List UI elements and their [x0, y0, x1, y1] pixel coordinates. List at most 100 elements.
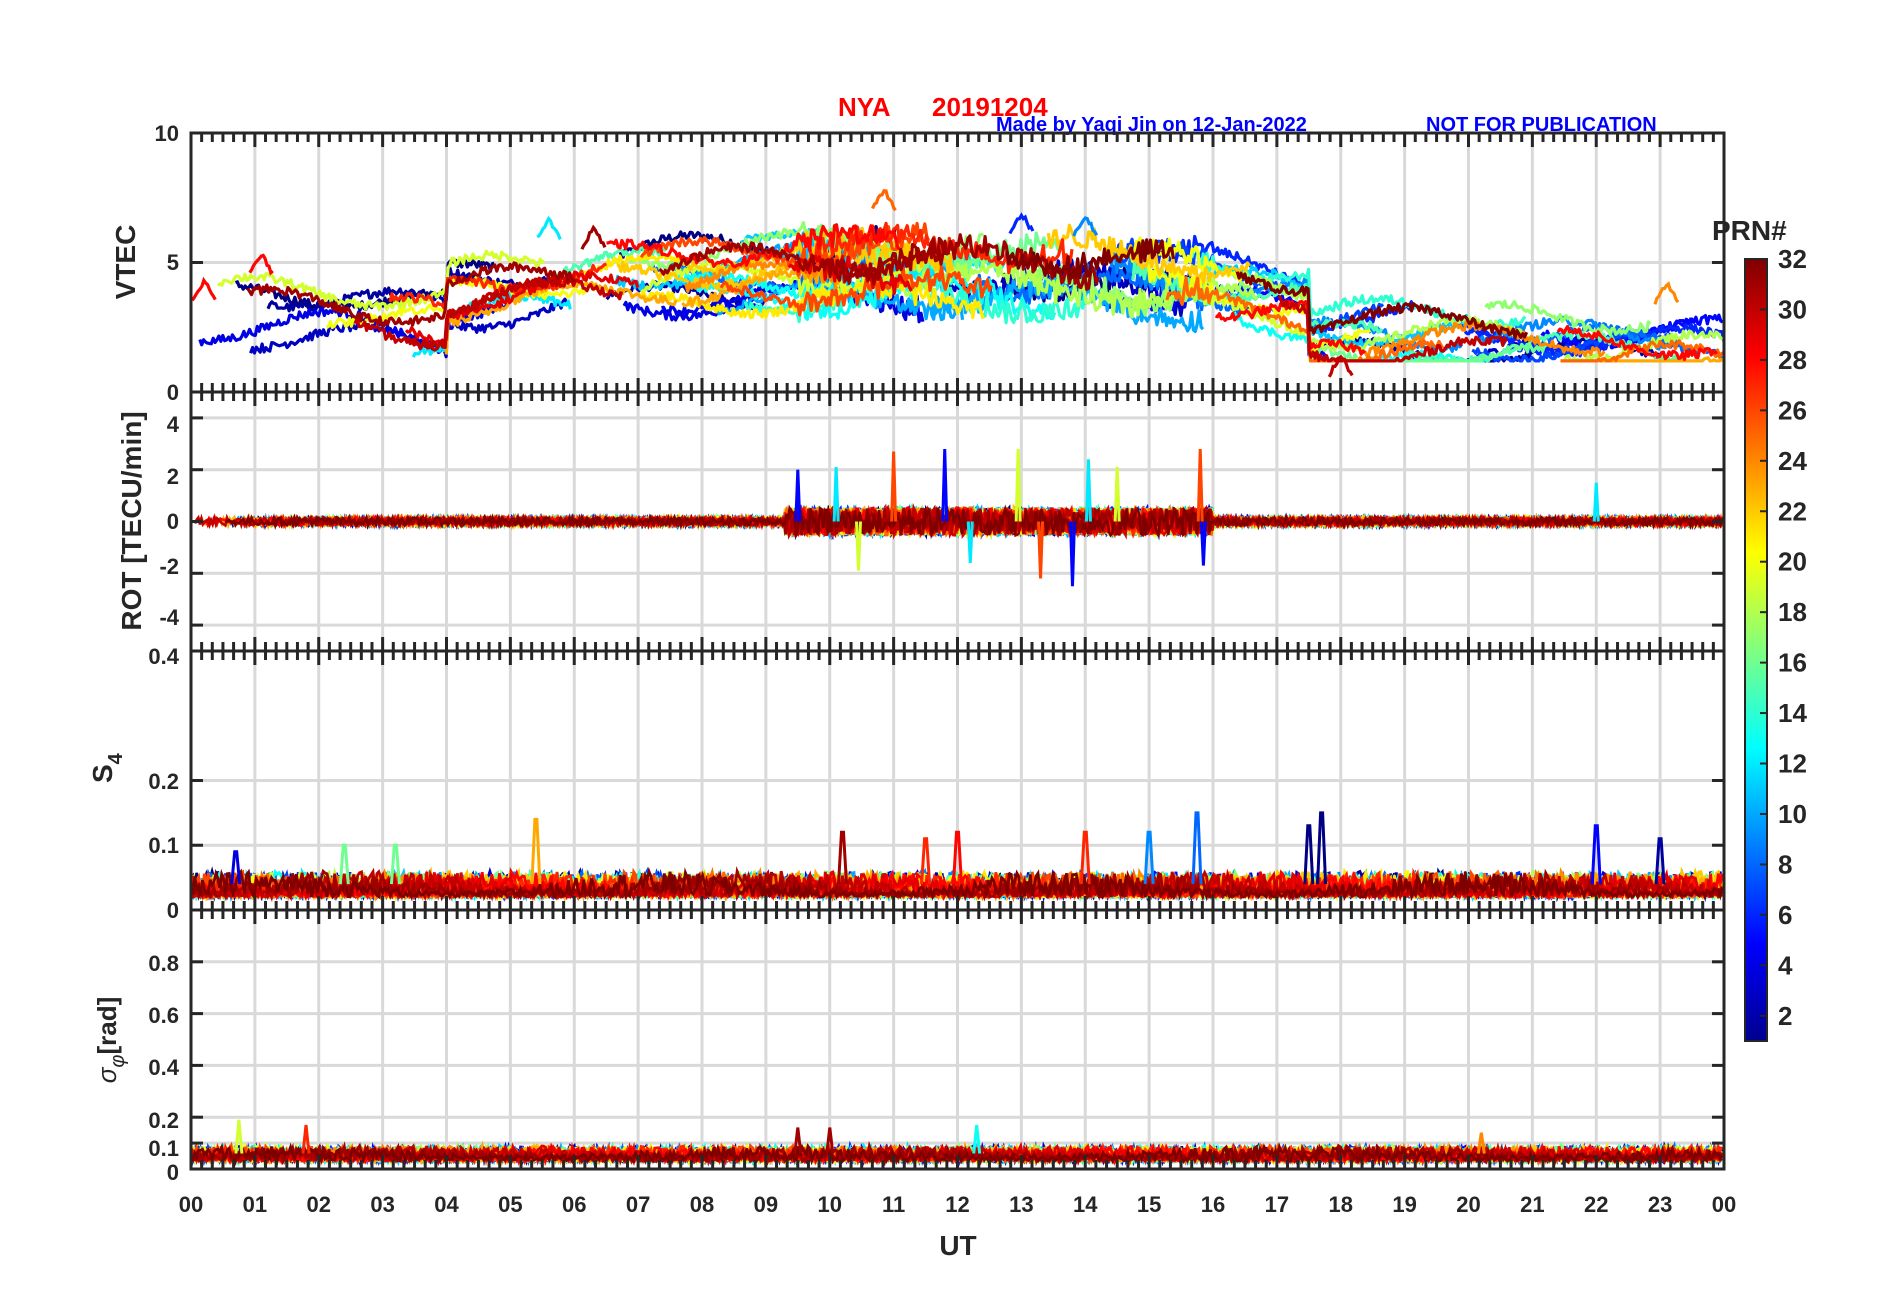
colorbar-tick-label-10: 22: [1778, 496, 1807, 526]
colorbar-tick-label-13: 28: [1778, 345, 1807, 375]
vtec-trace-prn-31: [658, 236, 951, 285]
rot-trace-prn-32: [225, 504, 1724, 541]
vtec-trace-prn-17: [1484, 299, 1652, 336]
rot-spike-12: [1199, 521, 1207, 566]
s4-spike-8: [1143, 830, 1155, 885]
vtec-trace-prn-25: [1165, 276, 1445, 363]
x-tick-label-23: 23: [1648, 1192, 1672, 1217]
colorbar-tick-label-12: 26: [1778, 395, 1807, 425]
x-tick-label-24: 00: [1712, 1192, 1736, 1217]
x-tick-label-21: 21: [1520, 1192, 1544, 1217]
s4-spike-10: [1303, 824, 1315, 885]
rot-spike-4: [941, 448, 949, 522]
s4-spike-9: [1191, 811, 1203, 885]
rot-ytick-2: 2: [167, 464, 179, 489]
title-notice: NOT FOR PUBLICATION: [1426, 114, 1657, 136]
rot-spike-9: [1084, 459, 1092, 522]
rot-panel: -4 -2 0 2 4 ROT [TECU/min]: [116, 390, 1726, 653]
s4-spike-1: [338, 843, 350, 885]
vtec-trace-prn-32: [1005, 238, 1176, 281]
sigma-ylabel-main: σ: [92, 1066, 122, 1083]
vtec-feature-3: [580, 224, 607, 250]
x-tick-label-16: 16: [1201, 1192, 1225, 1217]
rot-spike-5: [966, 521, 974, 564]
rot-spike-3: [890, 451, 898, 522]
vtec-feature-6: [1072, 216, 1099, 237]
vtec-ytick-5: 5: [167, 250, 179, 275]
s4-ytick-01: 0.1: [148, 833, 179, 858]
s4-ytick-04: 0.4: [148, 644, 179, 669]
vtec-feature-0: [191, 276, 217, 302]
x-tick-label-7: 07: [626, 1192, 650, 1217]
vtec-trace-prn-13: [694, 271, 1057, 321]
rot-spike-8: [1068, 521, 1076, 587]
vtec-trace-prn-21: [518, 252, 681, 298]
vtec-trace-prn-19: [216, 249, 546, 312]
vtec-trace-prn-30: [405, 277, 548, 352]
x-tick-label-11: 11: [882, 1192, 905, 1217]
rot-spike-6: [1014, 448, 1022, 522]
sigma-spike-0: [234, 1119, 244, 1154]
x-tick-label-5: 05: [498, 1192, 522, 1217]
colorbar-tick-label-6: 14: [1778, 698, 1807, 728]
vtec-trace-prn-2: [266, 266, 561, 313]
x-tick-label-1: 01: [243, 1192, 267, 1217]
s4-ticks: [189, 649, 1726, 912]
s4-spike-11: [1316, 811, 1328, 885]
colorbar-tick-label-4: 10: [1778, 799, 1807, 829]
s4-spike-4: [837, 830, 848, 885]
vtec-trace-prn-29: [787, 253, 913, 296]
s4-spike-0: [230, 850, 242, 885]
s4-spike-5: [920, 837, 932, 885]
vtec-panel: 0 5 10 VTEC: [110, 121, 1726, 405]
vtec-trace-prn-30: [353, 276, 624, 351]
colorbar-tick-label-0: 2: [1778, 1001, 1792, 1031]
vtec-trace-prn-28: [606, 223, 901, 269]
vtec-ytick-0: 0: [167, 380, 179, 405]
rot-ytick-m4: -4: [159, 605, 179, 630]
s4-ytick-02: 0.2: [148, 769, 179, 794]
vtec-trace-prn-22: [679, 226, 954, 278]
x-tick-label-0: 00: [179, 1192, 203, 1217]
s4-traces: [191, 811, 1724, 903]
colorbar-tick-label-2: 6: [1778, 900, 1792, 930]
x-tick-label-6: 06: [562, 1192, 586, 1217]
sigma-ytick-02: 0.2: [148, 1108, 179, 1133]
rot-ytick-m2: -2: [159, 554, 179, 579]
vtec-trace-prn-31: [246, 261, 576, 328]
sigma-spike-1: [301, 1124, 311, 1154]
rot-spike-11: [1196, 448, 1204, 522]
rot-traces: [193, 448, 1724, 587]
colorbar-tick-label-1: 4: [1778, 950, 1793, 980]
vtec-trace-prn-26: [719, 265, 993, 317]
vtec-trace-prn-28: [1556, 324, 1718, 362]
colorbar-tick-label-14: 30: [1778, 294, 1807, 324]
vtec-feature-4: [871, 189, 897, 212]
vtec-trace-prn-32: [1235, 271, 1529, 340]
x-tick-label-13: 13: [1009, 1192, 1033, 1217]
rot-ylabel: ROT [TECU/min]: [116, 411, 147, 630]
sigma-ticks: [189, 910, 1726, 1171]
x-tick-label-15: 15: [1137, 1192, 1161, 1217]
sigma-ylabel-unit: [rad]: [92, 997, 122, 1055]
sigma-ytick-0: 0: [167, 1160, 179, 1185]
s4-spike-7: [1079, 830, 1091, 885]
s4-ytick-0: 0: [167, 898, 179, 923]
rot-ytick-0: 0: [167, 509, 179, 534]
vtec-traces: [191, 189, 1724, 378]
rot-spike-2: [854, 521, 862, 571]
x-tick-label-14: 14: [1073, 1192, 1098, 1217]
vtec-trace-prn-30: [1277, 294, 1509, 363]
sigma-ytick-01: 0.1: [148, 1136, 179, 1161]
sigma-panel: 0 0.1 0.2 0.4 0.6 0.8 σφ[rad]: [92, 908, 1726, 1185]
rot-spike-10: [1113, 467, 1121, 522]
x-tick-label-8: 08: [690, 1192, 714, 1217]
rot-spike-13: [1592, 482, 1600, 522]
x-axis-label: UT: [939, 1230, 976, 1261]
s4-spike-13: [1654, 837, 1666, 885]
sigma-trace-prn-30: [191, 1143, 1723, 1166]
vtec-trace-prn-16: [1315, 341, 1548, 363]
colorbar-tick-label-3: 8: [1778, 849, 1792, 879]
sigma-grid: [191, 910, 1724, 1169]
